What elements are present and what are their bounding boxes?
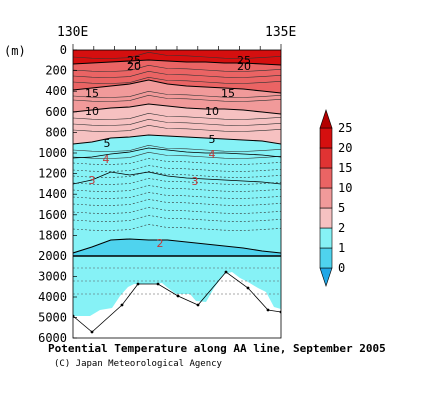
isotherm-minor-line — [73, 144, 281, 152]
y-axis-label: (m) — [4, 44, 26, 58]
isotherm-minor-line — [73, 198, 281, 206]
band-20-plus — [73, 50, 281, 65]
y-tick-label: 1000 — [38, 146, 67, 160]
isotherm-label: 25 — [237, 54, 251, 67]
isotherm-minor-line — [73, 118, 281, 126]
isotherm-label: 3 — [192, 175, 199, 188]
y-tick-label: 1800 — [38, 228, 67, 242]
isotherm-label: 10 — [85, 105, 99, 118]
y-tick-label: 1600 — [38, 208, 67, 222]
isotherm-label: 20 — [127, 60, 141, 73]
seafloor-point — [90, 330, 94, 334]
credit-text: (C) Japan Meteorological Agency — [54, 359, 223, 369]
colorbar-swatch — [319, 167, 333, 189]
seafloor-point — [120, 303, 124, 307]
colorbar-bottom-arrow — [319, 267, 333, 287]
colorbar-swatch — [319, 247, 333, 269]
colorbar-label: 15 — [338, 161, 352, 175]
isotherm-minor-line — [73, 51, 281, 59]
isotherm-minor-line — [73, 223, 281, 231]
colorbar-label: 5 — [338, 201, 345, 215]
y-tick-label: 1200 — [38, 167, 67, 181]
y-tick-label: 6000 — [38, 331, 67, 345]
isotherm-minor-line — [73, 94, 281, 102]
isotherm-label: 2 — [157, 237, 164, 250]
seafloor-point — [196, 303, 200, 307]
seafloor-point — [266, 308, 270, 312]
isotherm-label: 25 — [127, 54, 141, 67]
seafloor-point — [156, 282, 160, 286]
colorbar-swatch — [319, 187, 333, 209]
y-tick-label: 800 — [45, 125, 67, 139]
y-tick-label: 3000 — [38, 270, 67, 284]
colorbar-top-arrow — [319, 109, 333, 129]
seafloor-point — [176, 294, 180, 298]
seafloor-point — [224, 270, 228, 274]
colorbar-swatch — [319, 127, 333, 149]
isotherm-minor-line — [73, 70, 281, 78]
isotherm-label: 3 — [89, 174, 96, 187]
isotherm-minor-line — [73, 214, 281, 222]
isotherm-label: 5 — [104, 137, 111, 150]
x-tick-label: 130E — [57, 25, 88, 40]
y-tick-label: 0 — [60, 43, 67, 57]
colorbar-label: 1 — [338, 241, 345, 255]
seafloor-point — [136, 282, 140, 286]
y-tick-label: 4000 — [38, 290, 67, 304]
colorbar-label: 25 — [338, 121, 352, 135]
colorbar-swatch — [319, 207, 333, 229]
isotherm-minor-line — [73, 157, 281, 165]
isotherm-minor-line — [73, 151, 281, 159]
seafloor-point — [246, 286, 250, 290]
isotherm-major-line — [73, 59, 281, 66]
isotherm-minor-line — [73, 90, 281, 98]
isotherm-label: 10 — [205, 105, 219, 118]
isotherm-label: 4 — [209, 148, 216, 161]
y-tick-label: 200 — [45, 64, 67, 78]
isotherm-label: 4 — [103, 153, 110, 166]
colorbar-label: 2 — [338, 221, 345, 235]
isotherm-label: 20 — [237, 60, 251, 73]
isotherm-4-line — [73, 147, 281, 159]
isotherm-minor-line — [73, 112, 281, 120]
isotherm-3-line — [73, 171, 281, 185]
colorbar-label: 20 — [338, 141, 352, 155]
isotherm-minor-line — [73, 124, 281, 132]
isotherm-minor-line — [73, 76, 281, 84]
y-tick-label: 5000 — [38, 311, 67, 325]
band-1-2 — [73, 239, 281, 256]
isotherm-major-line — [73, 134, 281, 145]
colorbar-label: 10 — [338, 181, 352, 195]
y-tick-label: 1400 — [38, 187, 67, 201]
colorbar-swatch — [319, 147, 333, 169]
x-tick-label: 135E — [265, 25, 296, 40]
chart-title: Potential Temperature along AA line, Sep… — [48, 342, 386, 355]
isotherm-major-line — [73, 103, 281, 115]
isotherm-label: 15 — [221, 87, 235, 100]
y-tick-label: 400 — [45, 84, 67, 98]
isotherm-major-line — [73, 79, 281, 94]
isotherm-label: 15 — [85, 87, 99, 100]
isotherm-minor-line — [73, 164, 281, 172]
isotherm-minor-line — [73, 184, 281, 192]
y-tick-label: 2000 — [38, 249, 67, 263]
deep-water-fill — [73, 256, 281, 316]
isotherm-minor-line — [73, 191, 281, 199]
colorbar-label: 0 — [338, 261, 345, 275]
y-tick-label: 600 — [45, 105, 67, 119]
isotherm-minor-line — [73, 170, 281, 178]
isotherm-minor-line — [73, 64, 281, 72]
isotherm-minor-line — [73, 177, 281, 185]
band-15-20 — [73, 60, 281, 93]
colorbar-swatch — [319, 227, 333, 249]
isotherm-major-line — [73, 238, 281, 254]
isotherm-minor-line — [73, 206, 281, 214]
band-5-10 — [73, 104, 281, 144]
isotherm-label: 5 — [209, 133, 216, 146]
